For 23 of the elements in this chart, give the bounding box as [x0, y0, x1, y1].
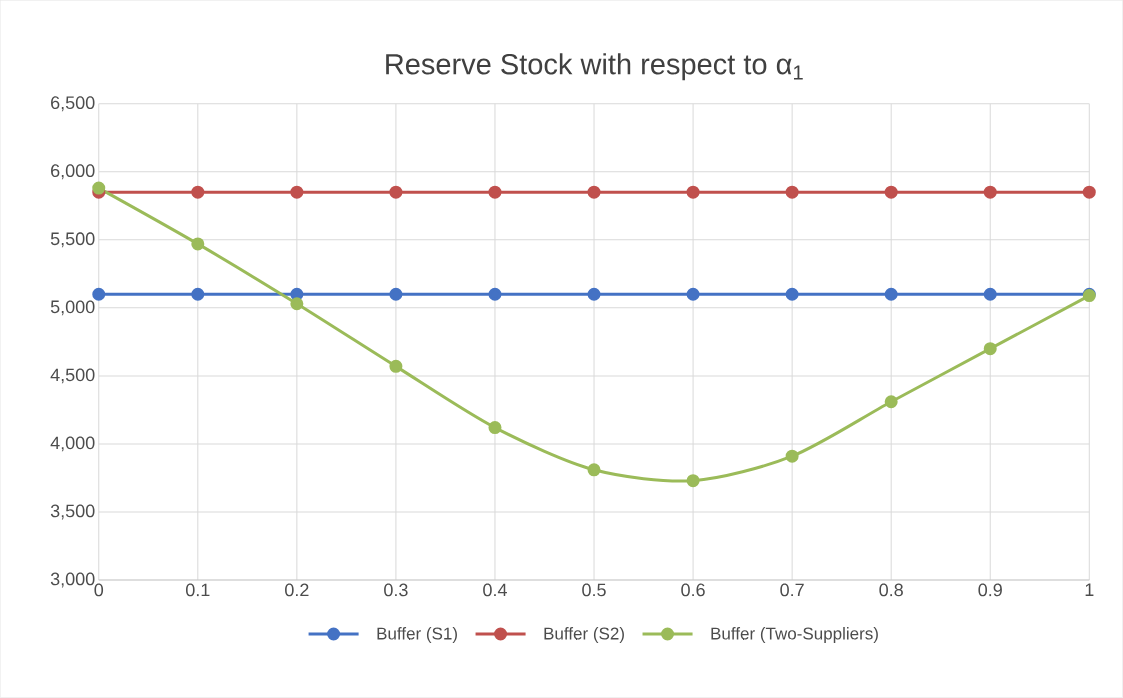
x-tick-label: 0.6	[681, 583, 705, 597]
legend-label: Buffer (S2)	[544, 627, 624, 644]
x-tick-label: 0.7	[780, 583, 804, 597]
legend-label: Buffer (Two-Suppliers)	[711, 627, 878, 644]
x-tick-label: 0.9	[978, 583, 1002, 597]
y-tick-label: 5,500	[50, 232, 95, 248]
y-tick-label: 3,500	[50, 504, 95, 520]
y-tick-label: 4,000	[50, 436, 95, 452]
x-tick-label: 0.3	[384, 583, 408, 597]
x-tick-label: 0	[94, 583, 104, 597]
y-tick-label: 3,000	[50, 572, 95, 588]
x-tick-label: 0.4	[483, 583, 507, 597]
y-tick-label: 6,500	[51, 96, 95, 112]
x-tick-label: 0.5	[582, 583, 606, 597]
y-tick-label: 4,500	[50, 368, 95, 384]
y-tick-label: 5,000	[50, 300, 95, 316]
chart-title: Reserve Stock with respect to α$_{1}$	[386, 53, 803, 81]
y-tick-label: 6,000	[51, 164, 95, 180]
legend-label: Buffer (S1)	[377, 627, 457, 644]
x-tick-label: 0.1	[186, 583, 210, 597]
x-tick-label: 1	[1085, 583, 1094, 597]
x-tick-label: 0.8	[879, 583, 903, 597]
x-tick-label: 0.2	[285, 583, 309, 597]
